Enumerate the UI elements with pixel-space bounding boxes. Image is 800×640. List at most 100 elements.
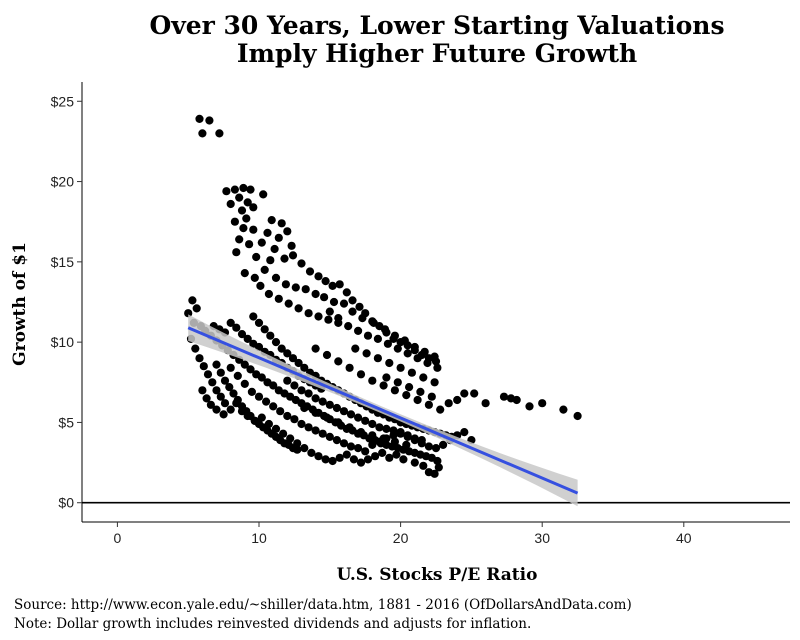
y-tick-label: $20 (51, 174, 75, 190)
data-point (222, 187, 231, 196)
data-point (410, 434, 419, 443)
data-point (280, 254, 289, 263)
data-point (269, 381, 278, 390)
data-point (239, 183, 248, 193)
data-point (300, 363, 309, 372)
data-point (294, 304, 303, 313)
data-point (423, 358, 432, 368)
data-point (254, 318, 264, 327)
data-point (266, 256, 275, 265)
data-point (345, 423, 354, 432)
data-point (230, 185, 239, 194)
data-point (363, 331, 373, 340)
y-tick-label: $10 (51, 334, 75, 350)
data-point (413, 395, 422, 405)
data-point (389, 426, 398, 435)
data-point (198, 129, 207, 138)
data-point (230, 217, 239, 226)
data-point (335, 453, 344, 462)
data-point (403, 349, 412, 358)
data-point (219, 410, 228, 419)
data-point (382, 424, 391, 433)
data-point (256, 281, 265, 290)
data-point (246, 185, 255, 194)
data-point (283, 376, 292, 385)
data-point (286, 434, 295, 443)
data-point (368, 431, 377, 440)
data-point (239, 224, 248, 233)
data-point (249, 312, 258, 321)
x-tick-label: 10 (251, 530, 267, 546)
data-point (407, 368, 416, 377)
data-point (237, 330, 247, 339)
data-point (400, 336, 409, 345)
data-point (301, 285, 310, 294)
data-point (375, 423, 384, 432)
data-point (460, 428, 469, 437)
data-point (344, 322, 353, 331)
data-point (290, 415, 299, 424)
data-point (573, 411, 582, 421)
x-tick-label: 0 (114, 530, 122, 546)
y-tick-label: $15 (51, 254, 75, 270)
data-point (266, 331, 275, 340)
data-point (334, 418, 343, 427)
data-point (249, 203, 258, 212)
data-point (232, 323, 241, 332)
data-point (410, 458, 419, 467)
x-tick-label: 20 (393, 530, 409, 546)
data-point (393, 344, 402, 353)
data-point (332, 403, 341, 413)
data-point (320, 293, 329, 302)
data-point (281, 280, 290, 289)
data-point (356, 458, 366, 467)
data-point (430, 378, 439, 387)
data-point (276, 407, 285, 416)
data-point (368, 440, 377, 449)
data-point (436, 405, 445, 414)
data-point (226, 363, 235, 372)
data-point (271, 338, 281, 347)
data-point (259, 190, 268, 199)
data-point (264, 289, 273, 299)
data-point (427, 392, 436, 401)
data-point (246, 365, 255, 374)
data-point (379, 434, 388, 443)
data-point (279, 429, 288, 438)
data-point (304, 309, 313, 318)
data-point (242, 214, 251, 223)
data-point (314, 452, 323, 461)
data-point (212, 360, 221, 369)
data-point (328, 456, 337, 466)
data-point (559, 405, 568, 414)
data-point (416, 387, 425, 396)
data-point (390, 386, 399, 395)
data-point (318, 429, 327, 438)
data-point (220, 376, 230, 385)
data-point (334, 314, 343, 323)
data-point (361, 447, 370, 456)
data-point (235, 193, 244, 202)
source-caption: Source: http://www.econ.yale.edu/~shille… (14, 597, 632, 613)
data-point (257, 413, 266, 422)
data-point (373, 354, 382, 363)
data-point (184, 309, 193, 318)
data-point (430, 469, 439, 478)
data-point (269, 402, 278, 411)
data-point (212, 386, 221, 395)
data-point (283, 227, 292, 236)
data-point (311, 344, 320, 353)
data-point (538, 399, 547, 408)
data-point (240, 269, 249, 278)
data-point (249, 225, 258, 234)
data-point (413, 354, 422, 363)
data-point (419, 461, 428, 470)
data-point (368, 376, 377, 385)
data-point (420, 347, 429, 356)
data-point (402, 440, 411, 449)
data-point (283, 411, 292, 421)
data-point (431, 444, 441, 453)
data-point (380, 325, 390, 334)
data-point (311, 289, 320, 299)
